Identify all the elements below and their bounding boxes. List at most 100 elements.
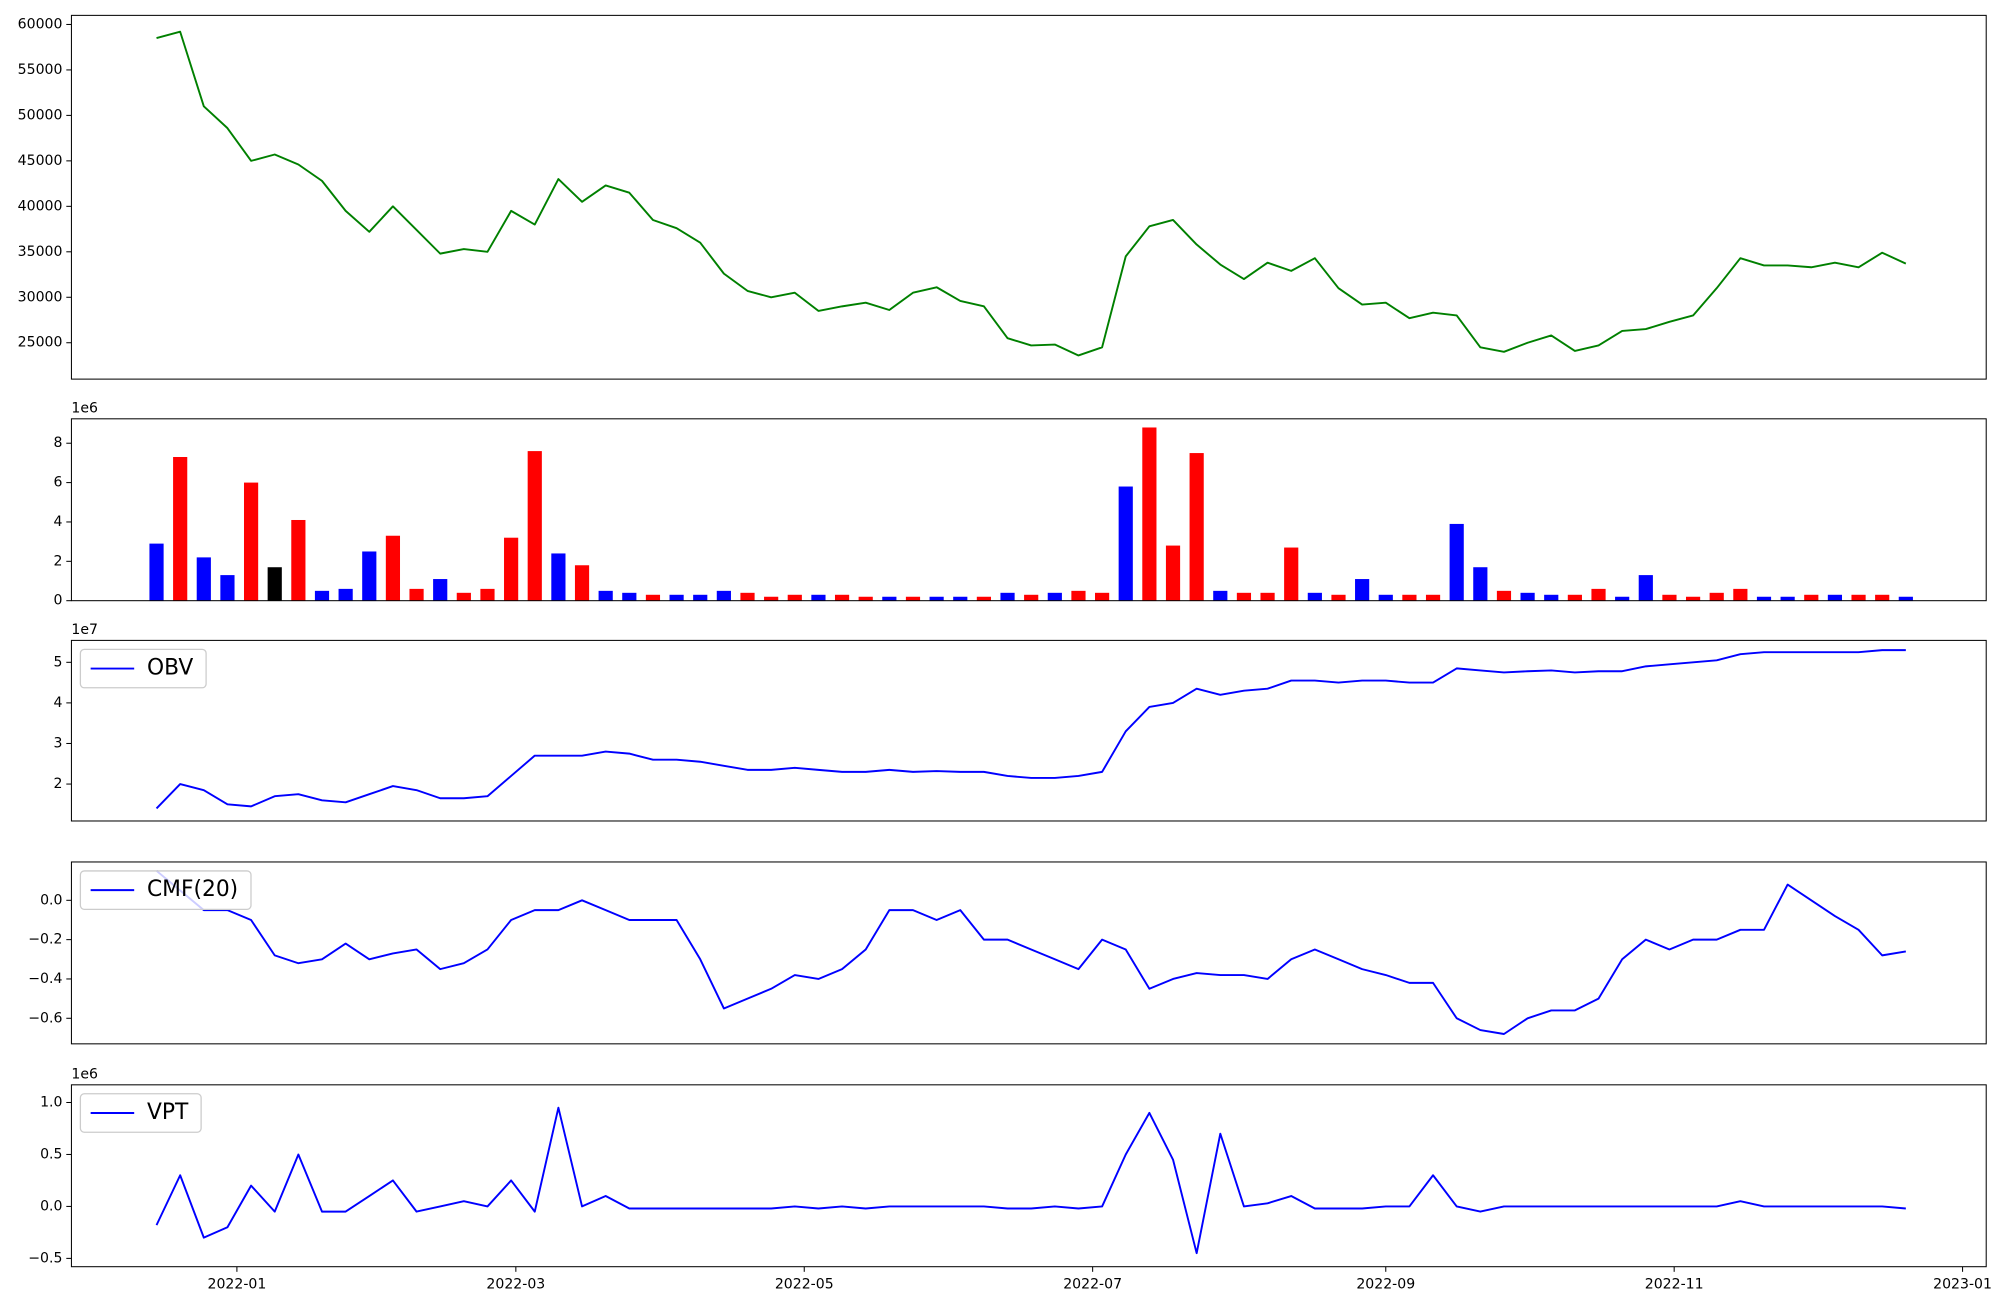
y-tick-label: 3	[53, 735, 62, 751]
bar	[433, 579, 448, 601]
bar	[764, 596, 779, 601]
axes-frame	[70, 861, 1987, 1045]
axes-frame	[70, 1084, 1987, 1268]
y-tick-label: 2	[53, 553, 62, 569]
line	[155, 1106, 1906, 1255]
bar	[456, 592, 471, 601]
bar	[291, 519, 306, 601]
bar	[645, 594, 661, 601]
bar	[1260, 592, 1275, 601]
bar	[551, 553, 566, 601]
bar	[622, 592, 637, 601]
bar	[1425, 594, 1441, 601]
bar	[1662, 594, 1677, 601]
bar	[173, 457, 188, 601]
bar	[1520, 592, 1535, 601]
y-tick-label: 0.0	[40, 1198, 62, 1214]
bar	[1331, 594, 1346, 601]
bar	[858, 596, 873, 601]
bar	[149, 543, 164, 601]
y-tick-label: 0.0	[40, 892, 62, 908]
line	[156, 30, 1907, 357]
y-tick-label: 30000	[18, 289, 63, 305]
x-tick-label: 2022-11	[1645, 1277, 1704, 1293]
bar	[1875, 594, 1890, 601]
bar	[196, 557, 211, 601]
bar	[1685, 596, 1701, 601]
legend-box	[79, 1093, 202, 1133]
bar	[1071, 590, 1086, 601]
bar	[480, 588, 495, 601]
bar	[598, 590, 613, 601]
y-tick-label: 8	[53, 435, 62, 451]
bar	[1118, 486, 1133, 601]
bar	[362, 551, 377, 601]
bar	[716, 590, 731, 601]
bar	[1095, 592, 1110, 601]
bar	[905, 596, 921, 601]
x-tick-label: 2022-07	[1063, 1277, 1122, 1293]
bar	[1047, 592, 1062, 601]
bar	[1804, 594, 1819, 601]
y-tick-label: 0.5	[40, 1146, 62, 1162]
y-tick-label: 25000	[18, 335, 63, 351]
bar	[1165, 545, 1181, 601]
bar	[338, 588, 353, 601]
bar	[267, 567, 282, 601]
y-tick-label: −0.6	[28, 1010, 62, 1026]
bar	[787, 594, 802, 601]
bar	[1591, 588, 1606, 601]
x-tick-label: 2022-01	[207, 1277, 266, 1293]
bar	[574, 565, 590, 601]
x-tick-label: 2022-09	[1356, 1277, 1415, 1293]
bar	[314, 590, 330, 601]
bar	[1898, 596, 1913, 601]
bar	[220, 575, 235, 601]
y-tick-label: 2	[53, 776, 62, 792]
offset-text: 1e6	[71, 1067, 98, 1083]
bar	[1756, 596, 1772, 601]
y-tick-label: 4	[53, 695, 62, 711]
bar	[1709, 592, 1724, 601]
y-tick-label: −0.5	[28, 1250, 62, 1266]
bar	[1544, 594, 1559, 601]
y-tick-label: 1.0	[40, 1094, 62, 1110]
offset-text: 1e7	[71, 622, 98, 638]
bar	[834, 594, 850, 601]
bar	[385, 535, 401, 601]
y-tick-label: 0	[53, 593, 62, 609]
x-tick-label: 2022-05	[775, 1277, 834, 1293]
y-tick-label: 6	[53, 475, 62, 491]
y-tick-label: 55000	[18, 62, 63, 78]
bar	[1827, 594, 1843, 601]
axes-frame	[70, 418, 1987, 602]
bar	[811, 594, 826, 601]
y-tick-label: 40000	[18, 198, 63, 214]
bar	[1780, 596, 1795, 601]
bar	[1284, 547, 1299, 601]
bar	[1449, 523, 1464, 601]
bar	[693, 594, 708, 601]
bar	[1473, 567, 1488, 601]
line	[155, 870, 1906, 1035]
bar	[1733, 588, 1748, 601]
bar	[929, 596, 944, 601]
bar	[953, 596, 968, 601]
bar	[1000, 592, 1015, 601]
y-tick-label: 60000	[18, 16, 63, 32]
y-tick-label: 35000	[18, 244, 63, 260]
bar	[1355, 579, 1370, 601]
y-tick-label: 45000	[18, 153, 63, 169]
bar	[1567, 594, 1582, 601]
axes-frame	[70, 639, 1987, 822]
line	[155, 649, 1906, 810]
bar	[1851, 594, 1866, 601]
legend-box	[79, 648, 207, 689]
bar	[976, 596, 991, 601]
bar	[1024, 594, 1039, 601]
bar	[1213, 590, 1228, 601]
bar	[669, 594, 684, 601]
bar	[504, 537, 519, 601]
offset-text: 1e6	[71, 401, 98, 417]
bar	[740, 592, 755, 601]
